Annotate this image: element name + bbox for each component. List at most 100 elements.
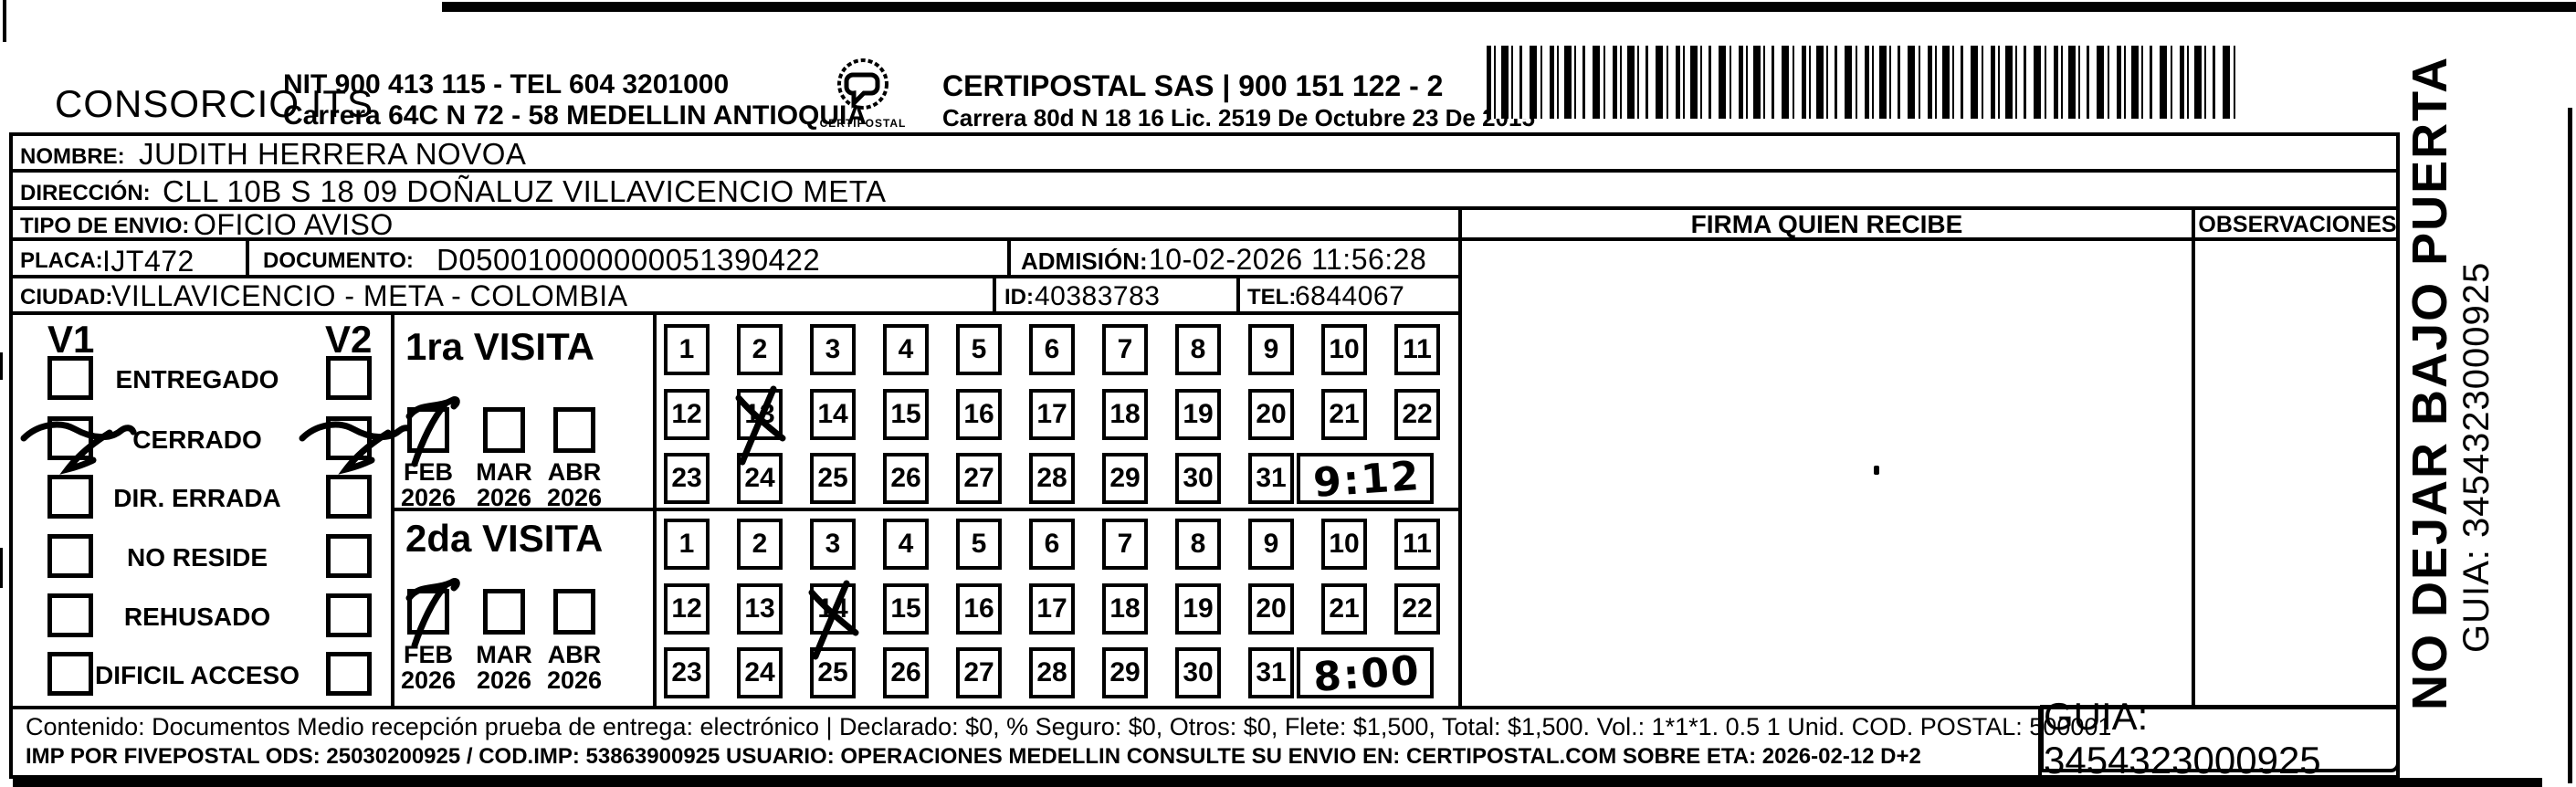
ciudad-value: VILLAVICENCIO - META - COLOMBIA [111, 279, 628, 312]
visit1-day-1: 1 [664, 324, 710, 375]
year-label: 2026 [546, 666, 603, 694]
scan-artifact [0, 548, 3, 588]
visit1-day-14: 14 [810, 389, 856, 440]
visit1-day-21: 21 [1321, 389, 1367, 440]
grid-line [993, 275, 996, 315]
visit1-day-11: 11 [1394, 324, 1440, 375]
v1-checkbox-dificil-acceso [47, 652, 93, 696]
admision-value: 10-02-2026 11:56:28 [1149, 243, 1427, 276]
year-label: 2026 [476, 666, 532, 694]
visit1-day-30: 30 [1175, 453, 1221, 504]
scan-artifact [2568, 108, 2572, 783]
visit2-day-15: 15 [883, 583, 929, 635]
visit2-month-checkbox-mar [483, 589, 525, 635]
visit2-day-31: 31 [1248, 647, 1294, 698]
tel-value: 6844067 [1295, 281, 1405, 311]
certipostal-logo: CERTIPOSTAL [813, 57, 913, 135]
guia-box: GUIA: 3454323000925 [2040, 695, 2400, 782]
visit1-day-31: 31 [1248, 453, 1294, 504]
year-label: 2026 [476, 484, 532, 511]
visit2-day-30: 30 [1175, 647, 1221, 698]
direccion-label: DIRECCIÓN: [20, 181, 151, 205]
nombre-value: JUDITH HERRERA NOVOA [139, 137, 527, 171]
grid-line [9, 169, 2400, 173]
visit2-day-5: 5 [956, 519, 1002, 570]
visit1-day-25: 25 [810, 453, 856, 504]
visit2-day-28: 28 [1029, 647, 1075, 698]
visit2-day-18: 18 [1102, 583, 1148, 635]
grid-line [9, 206, 2400, 210]
contenido-line2: IMP POR FIVEPOSTAL ODS: 25030200925 / CO… [26, 744, 1921, 769]
visit1-day-28: 28 [1029, 453, 1075, 504]
status-option-label: REHUSADO [123, 603, 271, 631]
visit1-month-check [405, 396, 460, 467]
visit1-month-checkbox-mar [483, 407, 525, 453]
status-option-label: DIR. ERRADA [113, 484, 281, 512]
id-value: 40383783 [1035, 281, 1161, 311]
admision-label: ADMISIÓN: [1021, 247, 1148, 275]
visit1-day-20: 20 [1248, 389, 1294, 440]
v2-header: V2 [325, 318, 373, 361]
grid-line [2192, 206, 2195, 709]
visit1-day-6: 6 [1029, 324, 1075, 375]
grid-line [653, 311, 657, 709]
id-label: ID: [1004, 285, 1034, 310]
contenido-line1: Contenido: Documentos Medio recepción pr… [26, 713, 2112, 740]
visit2-day-20: 20 [1248, 583, 1294, 635]
scan-artifact [442, 2, 2576, 12]
observaciones-header: OBSERVACIONES [2198, 212, 2397, 237]
visit2-day-13: 13 [737, 583, 783, 635]
grid-line [391, 311, 394, 709]
barcode [1487, 46, 2235, 119]
visit1-day-27: 27 [956, 453, 1002, 504]
visit1-day-8: 8 [1175, 324, 1221, 375]
visit1-day-19: 19 [1175, 389, 1221, 440]
visit2-day-9: 9 [1248, 519, 1294, 570]
visit1-day-7: 7 [1102, 324, 1148, 375]
visit1-day-23: 23 [664, 453, 710, 504]
v1-checkbox-no-reside [47, 534, 93, 578]
side-warning: NO DEJAR BAJO PUERTA [2403, 55, 2457, 710]
grid-line [1458, 206, 1462, 709]
grid-line [1007, 237, 1011, 278]
grid-line [9, 706, 2400, 709]
visit1-time-box [1297, 453, 1434, 504]
v2-checkbox-entregado [326, 356, 372, 400]
visit2-day-11: 11 [1394, 519, 1440, 570]
month-label: MAR [476, 458, 532, 486]
visit1-day-18: 18 [1102, 389, 1148, 440]
guia-number: GUIA: 3454323000925 [2044, 695, 2321, 782]
visit1-title: 1ra VISITA [405, 325, 594, 368]
visit2-day-8: 8 [1175, 519, 1221, 570]
visit2-day-19: 19 [1175, 583, 1221, 635]
visit2-day-21: 21 [1321, 583, 1367, 635]
grid-line [9, 237, 2400, 241]
visit1-day-5: 5 [956, 324, 1002, 375]
v1-handwritten-mark [20, 421, 137, 475]
v2-checkbox-dificil-acceso [326, 652, 372, 696]
v1-checkbox-dir-errada [47, 475, 93, 519]
firma-area [1462, 241, 2192, 706]
certipostal-address-line: Carrera 80d N 18 16 Lic. 2519 De Octubre… [942, 104, 1535, 131]
consorcio-address-line: Carrera 64C N 72 - 58 MEDELLIN ANTIOQUIA [283, 100, 867, 131]
visit2-day-16: 16 [956, 583, 1002, 635]
consorcio-its-title: CONSORCIO ITS [55, 82, 374, 125]
year-label: 2026 [400, 666, 457, 694]
visit2-day-24: 24 [737, 647, 783, 698]
month-label: ABR [547, 458, 602, 486]
grid-line [1236, 275, 1240, 315]
visit2-month-checkbox-abr [553, 589, 595, 635]
form-border [9, 132, 2400, 779]
direccion-value: CLL 10B S 18 09 DOÑALUZ VILLAVICENCIO ME… [163, 174, 887, 208]
side-guia: GUIA: 3454323000925 [2456, 261, 2497, 653]
visit1-day-10: 10 [1321, 324, 1367, 375]
visit1-day-26: 26 [883, 453, 929, 504]
status-option-label: DIFICIL ACCESO [94, 661, 300, 689]
year-label: 2026 [400, 484, 457, 511]
documento-value: D050010000000051390422 [436, 243, 821, 277]
visit2-title: 2da VISITA [405, 517, 604, 560]
status-option-label: NO RESIDE [126, 543, 268, 572]
year-label: 2026 [546, 484, 603, 511]
visit2-day-27: 27 [956, 647, 1002, 698]
visit2-day-10: 10 [1321, 519, 1367, 570]
